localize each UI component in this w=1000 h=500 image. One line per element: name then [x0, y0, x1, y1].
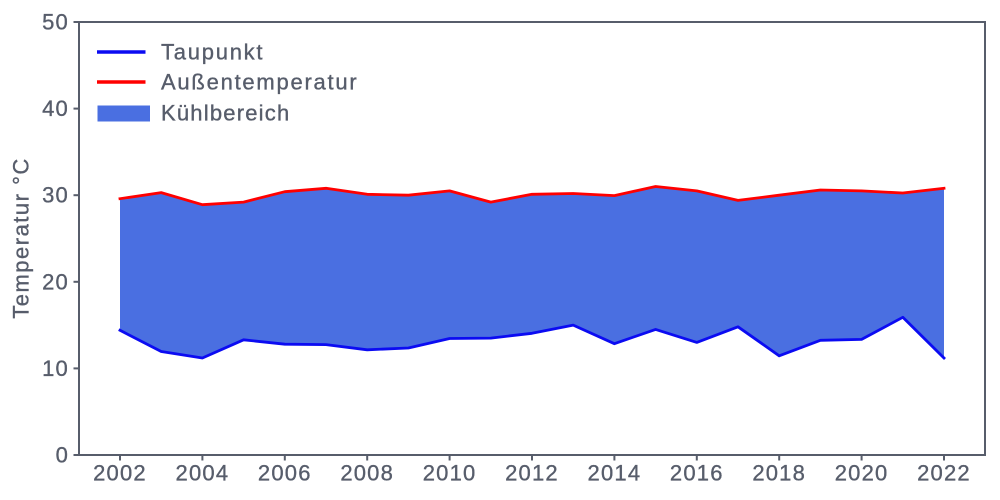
svg-text:2014: 2014 [588, 461, 642, 486]
svg-text:2008: 2008 [340, 461, 394, 486]
svg-text:Taupunkt: Taupunkt [161, 39, 264, 64]
svg-text:2018: 2018 [752, 461, 806, 486]
svg-text:Außentemperatur: Außentemperatur [161, 70, 358, 95]
svg-text:2002: 2002 [93, 461, 147, 486]
svg-text:2020: 2020 [835, 461, 889, 486]
svg-text:30: 30 [42, 183, 69, 208]
svg-text:2016: 2016 [670, 461, 724, 486]
svg-text:20: 20 [42, 269, 69, 294]
svg-text:2004: 2004 [176, 461, 230, 486]
svg-text:2010: 2010 [423, 461, 477, 486]
svg-text:2006: 2006 [258, 461, 312, 486]
svg-text:40: 40 [42, 96, 69, 121]
svg-text:2012: 2012 [505, 461, 559, 486]
svg-text:Temperatur °C: Temperatur °C [9, 157, 34, 319]
svg-text:0: 0 [56, 443, 69, 468]
svg-text:2022: 2022 [917, 461, 971, 486]
svg-text:50: 50 [42, 10, 69, 35]
svg-text:Kühlbereich: Kühlbereich [161, 101, 290, 126]
svg-text:10: 10 [42, 356, 69, 381]
